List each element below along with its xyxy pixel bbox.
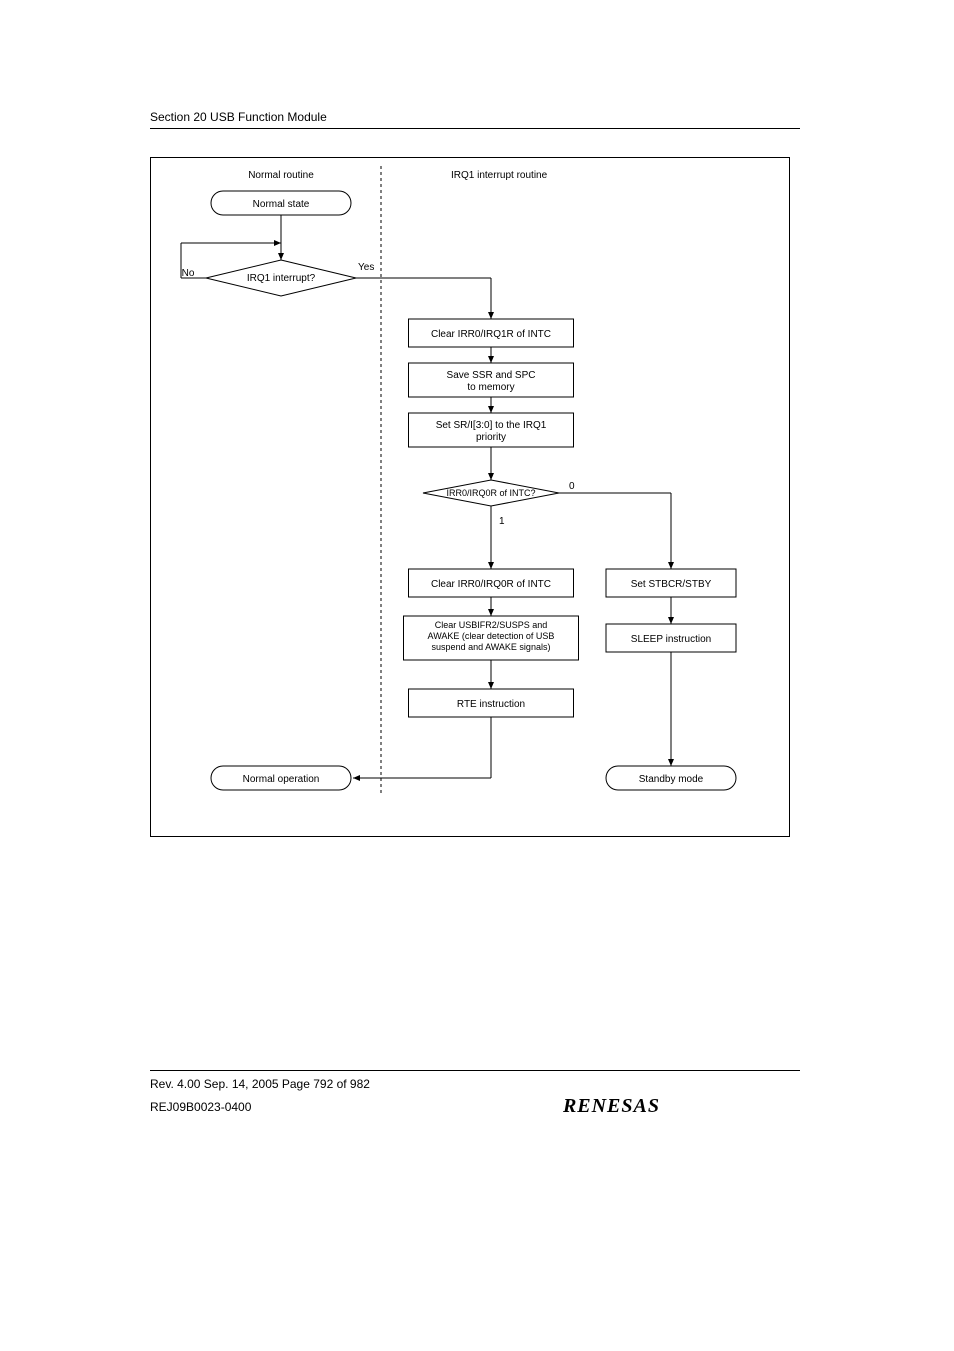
svg-text:Clear IRR0/IRQ1R of INTC: Clear IRR0/IRQ1R of INTC	[431, 329, 551, 340]
svg-text:Normal routine: Normal routine	[248, 170, 314, 181]
renesas-logo: RENESAS	[563, 1095, 660, 1118]
svg-text:suspend and AWAKE signals): suspend and AWAKE signals)	[432, 642, 551, 652]
svg-text:Normal state: Normal state	[253, 199, 310, 210]
svg-text:0: 0	[569, 481, 575, 492]
svg-text:RTE instruction: RTE instruction	[457, 699, 525, 710]
svg-text:Standby mode: Standby mode	[639, 774, 704, 785]
footer-rev-line: Rev. 4.00 Sep. 14, 2005 Page 792 of 982	[150, 1077, 800, 1091]
svg-text:Save SSR and SPC: Save SSR and SPC	[447, 370, 536, 381]
svg-text:Yes: Yes	[358, 262, 374, 273]
svg-text:AWAKE (clear detection of USB: AWAKE (clear detection of USB	[428, 631, 555, 641]
svg-text:IRQ1 interrupt routine: IRQ1 interrupt routine	[451, 170, 548, 181]
svg-text:to memory: to memory	[467, 382, 514, 393]
svg-text:Set STBCR/STBY: Set STBCR/STBY	[631, 579, 712, 590]
svg-text:SLEEP instruction: SLEEP instruction	[631, 634, 711, 645]
svg-text:No: No	[182, 268, 195, 279]
svg-text:Normal operation: Normal operation	[243, 774, 320, 785]
flowchart-container: Normal routine IRQ1 interrupt routine Norm…	[150, 157, 790, 837]
section-header: Section 20 USB Function Module	[150, 110, 800, 129]
svg-text:Clear USBIFR2/SUSPS and: Clear USBIFR2/SUSPS and	[435, 620, 548, 630]
svg-text:priority: priority	[476, 432, 506, 443]
flowchart-svg: Normal routine IRQ1 interrupt routine Norm…	[151, 158, 791, 838]
page-footer: Rev. 4.00 Sep. 14, 2005 Page 792 of 982 …	[150, 1070, 800, 1118]
svg-text:Set SR/I[3:0] to the IRQ1: Set SR/I[3:0] to the IRQ1	[436, 420, 547, 431]
footer-doc-id: REJ09B0023-0400	[150, 1100, 251, 1114]
svg-text:IRR0/IRQ0R of INTC?: IRR0/IRQ0R of INTC?	[446, 488, 535, 498]
svg-text:Clear IRR0/IRQ0R of INTC: Clear IRR0/IRQ0R of INTC	[431, 579, 551, 590]
svg-text:1: 1	[499, 516, 505, 527]
svg-text:IRQ1 interrupt?: IRQ1 interrupt?	[247, 273, 316, 284]
